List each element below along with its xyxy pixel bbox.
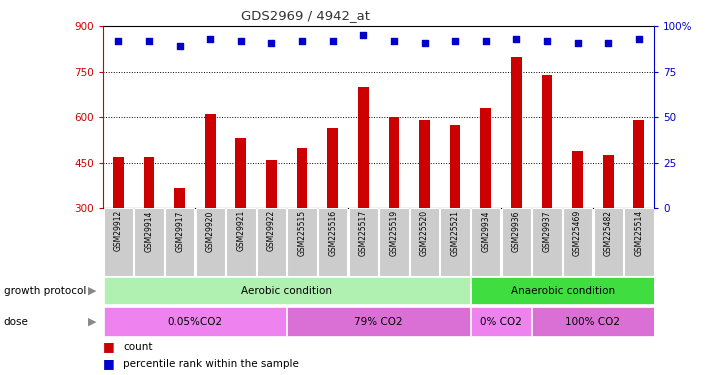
Bar <box>379 208 409 276</box>
Text: GSM225521: GSM225521 <box>451 210 459 256</box>
Point <box>296 38 308 44</box>
Point <box>327 38 338 44</box>
Bar <box>144 157 154 208</box>
Bar <box>287 307 470 336</box>
Text: ▶: ▶ <box>87 286 96 296</box>
Bar <box>196 208 225 276</box>
Text: ▶: ▶ <box>87 316 96 327</box>
Text: 100% CO2: 100% CO2 <box>565 316 621 327</box>
Text: Aerobic condition: Aerobic condition <box>241 286 332 296</box>
Point <box>266 40 277 46</box>
Bar <box>624 208 653 276</box>
Text: GSM225514: GSM225514 <box>634 210 643 256</box>
Bar <box>471 307 531 336</box>
Point <box>510 36 522 42</box>
Bar <box>634 120 644 208</box>
Text: GSM225515: GSM225515 <box>298 210 306 256</box>
Text: GSM29920: GSM29920 <box>205 210 215 252</box>
Bar <box>104 208 133 276</box>
Bar <box>542 75 552 208</box>
Text: GSM29912: GSM29912 <box>114 210 123 251</box>
Point <box>235 38 247 44</box>
Bar <box>113 157 124 208</box>
Point <box>541 38 552 44</box>
Bar <box>419 120 430 208</box>
Point <box>113 38 124 44</box>
Bar <box>471 208 501 276</box>
Text: dose: dose <box>4 316 28 327</box>
Point <box>633 36 644 42</box>
Text: GSM225517: GSM225517 <box>359 210 368 256</box>
Text: Anaerobic condition: Anaerobic condition <box>510 286 615 296</box>
Bar <box>235 138 246 208</box>
Point <box>388 38 400 44</box>
Point <box>205 36 216 42</box>
Text: GDS2969 / 4942_at: GDS2969 / 4942_at <box>241 9 370 22</box>
Bar <box>594 208 623 276</box>
Bar <box>533 208 562 276</box>
Point <box>144 38 155 44</box>
Text: 0% CO2: 0% CO2 <box>480 316 522 327</box>
Bar <box>205 114 215 208</box>
Bar <box>572 150 583 208</box>
Bar <box>563 208 592 276</box>
Bar <box>266 160 277 208</box>
Bar <box>533 307 653 336</box>
Bar <box>257 208 286 276</box>
Bar <box>174 188 185 208</box>
Point <box>480 38 491 44</box>
Point <box>572 40 583 46</box>
Bar <box>226 208 255 276</box>
Text: GSM225469: GSM225469 <box>573 210 582 256</box>
Bar <box>318 208 348 276</box>
Bar <box>104 307 286 336</box>
Point <box>602 40 614 46</box>
Bar <box>358 87 369 208</box>
Text: GSM29914: GSM29914 <box>144 210 154 252</box>
Bar <box>440 208 470 276</box>
Bar <box>481 108 491 208</box>
Bar <box>134 208 164 276</box>
Point <box>358 32 369 38</box>
Text: GSM29934: GSM29934 <box>481 210 491 252</box>
Text: GSM225520: GSM225520 <box>420 210 429 256</box>
Bar <box>471 277 655 304</box>
Text: GSM29922: GSM29922 <box>267 210 276 251</box>
Bar <box>296 147 307 208</box>
Text: growth protocol: growth protocol <box>4 286 86 296</box>
Text: count: count <box>123 342 152 352</box>
Bar <box>511 57 522 208</box>
Bar <box>165 208 194 276</box>
Text: 0.05%CO2: 0.05%CO2 <box>167 316 223 327</box>
Bar <box>327 128 338 208</box>
Text: ■: ■ <box>103 340 115 353</box>
Text: percentile rank within the sample: percentile rank within the sample <box>123 359 299 369</box>
Text: GSM29917: GSM29917 <box>175 210 184 252</box>
Text: GSM29936: GSM29936 <box>512 210 521 252</box>
Point <box>449 38 461 44</box>
Bar <box>410 208 439 276</box>
Text: GSM225519: GSM225519 <box>390 210 398 256</box>
Text: GSM225482: GSM225482 <box>604 210 613 256</box>
Bar <box>603 155 614 208</box>
Bar <box>388 117 400 208</box>
Point <box>419 40 430 46</box>
Text: GSM29921: GSM29921 <box>236 210 245 251</box>
Point <box>174 43 186 49</box>
Bar <box>348 208 378 276</box>
Bar <box>502 208 531 276</box>
Text: GSM225516: GSM225516 <box>328 210 337 256</box>
Bar <box>450 125 461 208</box>
Bar <box>104 277 470 304</box>
Bar <box>287 208 317 276</box>
Text: ■: ■ <box>103 357 115 370</box>
Text: 79% CO2: 79% CO2 <box>354 316 403 327</box>
Text: GSM29937: GSM29937 <box>542 210 552 252</box>
